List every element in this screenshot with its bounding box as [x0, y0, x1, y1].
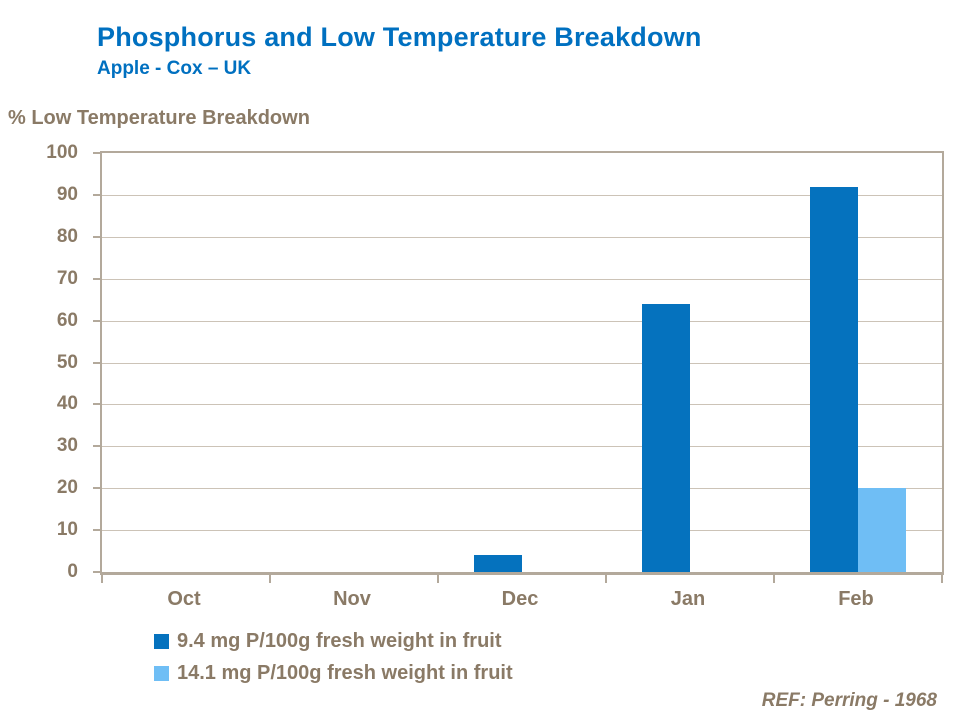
y-tick-label-100: 100: [46, 142, 78, 163]
legend-item-series2: 14.1 mg P/100g fresh weight in fruit: [154, 662, 513, 685]
y-tick-label-60: 60: [56, 309, 78, 331]
y-tick-label-40: 40: [56, 393, 78, 415]
x-category-label-jan: Jan: [670, 588, 706, 610]
y-tick-label-80: 80: [56, 225, 78, 247]
y-tick-label-50: 50: [56, 351, 78, 373]
bar-9.4-Dec: [474, 555, 522, 572]
x-category-label-nov: Nov: [333, 588, 371, 610]
y-axis-title: % Low Temperature Breakdown: [8, 107, 310, 129]
y-tick-100: [93, 152, 101, 154]
gridline-60: [102, 320, 942, 322]
y-tick-20: [93, 487, 101, 490]
x-tick-3: [605, 575, 607, 583]
x-category-label-oct: Oct: [167, 588, 201, 610]
plot-area: [100, 151, 944, 575]
legend-label-series1: 9.4 mg P/100g fresh weight in fruit: [177, 630, 502, 652]
legend-label-series2: 14.1 mg P/100g fresh weight in fruit: [177, 662, 513, 684]
gridline-10: [102, 530, 942, 532]
x-category-label-dec: Dec: [501, 588, 539, 610]
bar-9.4-Jan: [642, 303, 690, 572]
gridline-20: [102, 488, 942, 490]
y-tick-label-30: 30: [56, 435, 78, 457]
x-tick-4: [773, 575, 775, 583]
y-tick-40: [93, 403, 101, 406]
y-tick-60: [93, 319, 101, 322]
y-tick-80: [93, 235, 101, 238]
reference-text: REF: Perring - 1968: [761, 690, 937, 711]
x-tick-2: [437, 575, 439, 583]
legend-item-series1: 9.4 mg P/100g fresh weight in fruit: [154, 630, 513, 653]
series2-swatch-icon: [154, 666, 169, 681]
y-tick-label-90: 90: [56, 183, 78, 205]
y-tick-50: [93, 361, 101, 364]
y-tick-label-20: 20: [56, 477, 78, 499]
gridline-50: [102, 362, 942, 364]
gridline-40: [102, 404, 942, 406]
gridline-70: [102, 278, 942, 280]
x-tick-5: [941, 575, 943, 583]
gridline-90: [102, 194, 942, 196]
bar-9.4-Feb: [810, 186, 858, 572]
x-tick-1: [269, 575, 271, 583]
y-tick-90: [93, 193, 101, 196]
y-tick-70: [93, 277, 101, 280]
y-tick-label-0: 0: [67, 561, 78, 582]
x-tick-0: [101, 575, 103, 583]
bar-14.1-Feb: [858, 488, 906, 572]
legend: 9.4 mg P/100g fresh weight in fruit 14.1…: [154, 630, 513, 694]
y-tick-label-10: 10: [56, 519, 78, 541]
series1-swatch-icon: [154, 634, 169, 649]
chart-subtitle: Apple - Cox – UK: [97, 58, 252, 79]
y-tick-0: [93, 571, 101, 573]
y-tick-30: [93, 445, 101, 448]
gridline-80: [102, 236, 942, 238]
y-tick-10: [93, 529, 101, 532]
x-category-label-feb: Feb: [838, 588, 874, 610]
y-tick-label-70: 70: [56, 267, 78, 289]
chart-title: Phosphorus and Low Temperature Breakdown: [97, 22, 702, 52]
gridline-30: [102, 446, 942, 448]
